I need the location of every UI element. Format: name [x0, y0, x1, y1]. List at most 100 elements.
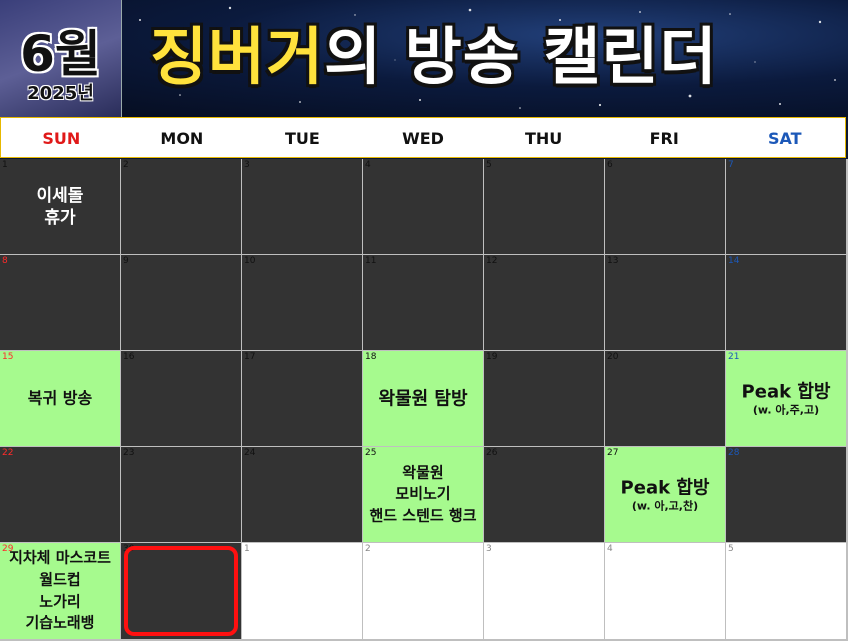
day-cell[interactable]: 2: [121, 159, 241, 254]
day-cell[interactable]: 4: [605, 543, 725, 639]
day-cell[interactable]: 12: [484, 255, 604, 350]
day-cell-selected[interactable]: 30: [121, 543, 241, 639]
weekday-sun: SUN: [42, 129, 81, 148]
day-number: 23: [123, 448, 135, 458]
day-number: 27: [607, 448, 619, 458]
event-line: 핸드 스텐드 행크: [369, 506, 477, 525]
event-line: 휴가: [44, 207, 76, 228]
title-highlight: 징버거: [150, 20, 325, 93]
event-text: Peak 합방 (w. 아,고,찬): [605, 476, 725, 513]
event-line: 왁물원 탐방: [378, 387, 468, 409]
day-number: 28: [728, 448, 740, 458]
day-number: 4: [607, 544, 613, 554]
day-cell[interactable]: 7: [726, 159, 846, 254]
day-cell[interactable]: 8: [0, 255, 120, 350]
title-rest: 의 방송 캘린더: [324, 20, 718, 93]
day-cell[interactable]: 4: [363, 159, 483, 254]
day-cell[interactable]: 2: [363, 543, 483, 639]
day-cell[interactable]: 21 Peak 합방 (w. 아,주,고): [726, 351, 846, 446]
day-number: 14: [728, 256, 740, 266]
day-number: 17: [244, 352, 256, 362]
weekday-tue: TUE: [285, 129, 320, 148]
event-line: 노가리: [39, 592, 81, 610]
day-cell[interactable]: 22: [0, 447, 120, 542]
day-number: 12: [486, 256, 498, 266]
day-number: 3: [244, 160, 250, 170]
day-cell[interactable]: 16: [121, 351, 241, 446]
day-number: 5: [728, 544, 734, 554]
day-number: 19: [486, 352, 498, 362]
day-number: 22: [2, 448, 14, 458]
day-number: 29: [2, 544, 14, 554]
day-cell[interactable]: 5: [726, 543, 846, 639]
day-number: 2: [123, 160, 129, 170]
day-number: 26: [486, 448, 498, 458]
day-number: 30: [123, 544, 135, 554]
day-number: 9: [123, 256, 129, 266]
calendar-grid: 1 이세돌 휴가 2 3 4 5 6 7 8 9 10 11 12 13 14 15 복귀 방송 16 17 18 왁물원…: [0, 159, 848, 641]
day-cell[interactable]: 1: [242, 543, 362, 639]
day-cell[interactable]: 20: [605, 351, 725, 446]
event-text: 왁물원 모비노기 핸드 스텐드 행크: [363, 462, 483, 527]
day-cell[interactable]: 28: [726, 447, 846, 542]
page-title: 징버거의 방송 캘린더: [150, 12, 718, 102]
day-cell[interactable]: 15 복귀 방송: [0, 351, 120, 446]
day-cell[interactable]: 27 Peak 합방 (w. 아,고,찬): [605, 447, 725, 542]
event-line: Peak 합방: [620, 477, 710, 499]
event-line: 월드컵: [39, 570, 81, 589]
day-cell[interactable]: 9: [121, 255, 241, 350]
event-line: Peak 합방: [741, 381, 831, 403]
day-cell[interactable]: 5: [484, 159, 604, 254]
year-label: 2025년: [27, 83, 94, 104]
event-participants: (w. 아,주,고): [752, 403, 820, 417]
event-text: 지차체 마스코트 월드컵 노가리 기습노래뱅: [0, 548, 120, 635]
day-cell[interactable]: 24: [242, 447, 362, 542]
day-number: 18: [365, 352, 377, 362]
day-cell[interactable]: 11: [363, 255, 483, 350]
event-text: 왁물원 탐방: [363, 387, 483, 410]
weekday-fri: FRI: [649, 129, 679, 148]
day-number: 7: [728, 160, 734, 170]
day-number: 5: [486, 160, 492, 170]
event-line: 지차체 마스코트: [9, 548, 111, 567]
day-cell[interactable]: 26: [484, 447, 604, 542]
day-cell[interactable]: 3: [242, 159, 362, 254]
day-number: 24: [244, 448, 256, 458]
day-cell[interactable]: 13: [605, 255, 725, 350]
weekday-mon: MON: [160, 129, 204, 148]
day-cell[interactable]: 29 지차체 마스코트 월드컵 노가리 기습노래뱅: [0, 543, 120, 639]
day-cell[interactable]: 14: [726, 255, 846, 350]
event-participants: (w. 아,고,찬): [631, 499, 699, 513]
day-number: 11: [365, 256, 377, 266]
weekday-header: SUN MON TUE WED THU FRI SAT: [0, 117, 846, 158]
event-text: 복귀 방송: [0, 388, 120, 409]
day-number: 2: [365, 544, 371, 554]
day-cell[interactable]: 1 이세돌 휴가: [0, 159, 120, 254]
day-cell[interactable]: 10: [242, 255, 362, 350]
month-label: 6월: [20, 25, 101, 83]
event-text: 이세돌 휴가: [0, 184, 120, 228]
day-cell[interactable]: 6: [605, 159, 725, 254]
day-number: 20: [607, 352, 619, 362]
day-number: 10: [244, 256, 256, 266]
day-cell[interactable]: 19: [484, 351, 604, 446]
day-cell[interactable]: 17: [242, 351, 362, 446]
day-number: 15: [2, 352, 14, 362]
day-number: 8: [2, 256, 8, 266]
day-cell[interactable]: 18 왁물원 탐방: [363, 351, 483, 446]
event-text: Peak 합방 (w. 아,주,고): [726, 380, 846, 417]
event-line: 복귀 방송: [27, 388, 93, 408]
weekday-wed: WED: [402, 129, 444, 148]
day-number: 25: [365, 448, 377, 458]
starfield-background: [139, 6, 836, 109]
day-cell[interactable]: 3: [484, 543, 604, 639]
day-cell[interactable]: 23: [121, 447, 241, 542]
day-cell[interactable]: 25 왁물원 모비노기 핸드 스텐드 행크: [363, 447, 483, 542]
event-line: 모비노기: [395, 484, 451, 503]
day-number: 3: [486, 544, 492, 554]
day-number: 1: [244, 544, 250, 554]
day-number: 4: [365, 160, 371, 170]
day-number: 16: [123, 352, 135, 362]
calendar-header: 6월 2025년 징버거의 방송 캘린더: [0, 0, 848, 117]
